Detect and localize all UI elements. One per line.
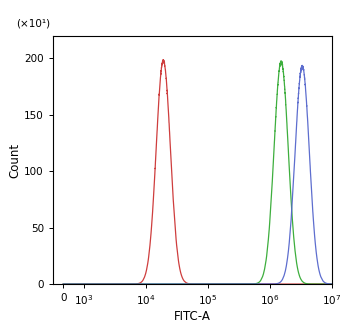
X-axis label: FITC-A: FITC-A bbox=[174, 310, 211, 323]
Y-axis label: Count: Count bbox=[8, 142, 21, 177]
Text: (×10¹): (×10¹) bbox=[16, 19, 51, 28]
